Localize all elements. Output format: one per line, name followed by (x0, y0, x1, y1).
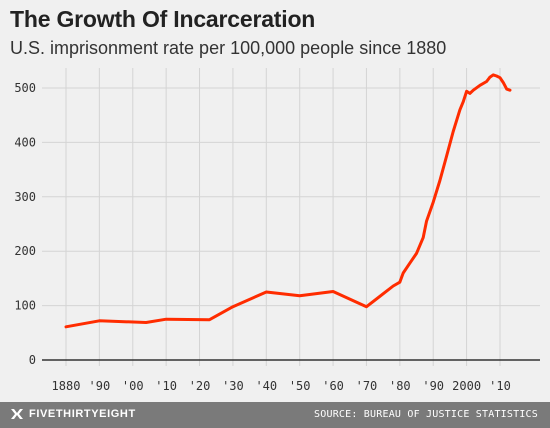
x-tick-label: '40 (255, 379, 277, 393)
source-note: SOURCE: BUREAU OF JUSTICE STATISTICS (314, 409, 538, 420)
x-tick-label: '30 (222, 379, 244, 393)
y-tick-label: 500 (14, 81, 36, 95)
brand: FIVETHIRTYEIGHT (10, 408, 136, 420)
x-tick-label: '80 (389, 379, 411, 393)
brand-name: FIVETHIRTYEIGHT (29, 408, 136, 420)
y-tick-label: 100 (14, 299, 36, 313)
line-chart: 0 100 200 300 400 500 1880 '90 '00 '10 '20 '30 '40 '… (14, 68, 540, 393)
x-tick-label: 1880 (52, 379, 81, 393)
chart-title: The Growth Of Incarceration (10, 6, 316, 32)
y-tick-label: 300 (14, 190, 36, 204)
grid (42, 68, 540, 366)
fivethirtyeight-logo-icon (11, 409, 23, 419)
x-tick-label: '70 (356, 379, 378, 393)
x-tick-labels: 1880 '90 '00 '10 '20 '30 '40 '50 '60 '70 '80 '90 200… (52, 379, 511, 393)
x-tick-label: '50 (289, 379, 311, 393)
series-group (64, 73, 512, 329)
y-tick-label: 400 (14, 135, 36, 149)
x-tick-label: '20 (189, 379, 211, 393)
footer-bar: FIVETHIRTYEIGHT SOURCE: BUREAU OF JUSTIC… (0, 402, 550, 428)
x-tick-label: '60 (322, 379, 344, 393)
series-line (64, 73, 512, 329)
chart-subtitle: U.S. imprisonment rate per 100,000 peopl… (10, 38, 447, 58)
x-tick-label: 2000 (452, 379, 481, 393)
x-tick-label: '00 (122, 379, 144, 393)
y-tick-label: 200 (14, 244, 36, 258)
y-tick-labels: 0 100 200 300 400 500 (14, 81, 36, 367)
x-tick-label: '10 (155, 379, 177, 393)
x-tick-label: '90 (422, 379, 444, 393)
x-tick-label: '90 (89, 379, 111, 393)
y-tick-label: 0 (29, 353, 36, 367)
x-tick-label: '10 (489, 379, 511, 393)
